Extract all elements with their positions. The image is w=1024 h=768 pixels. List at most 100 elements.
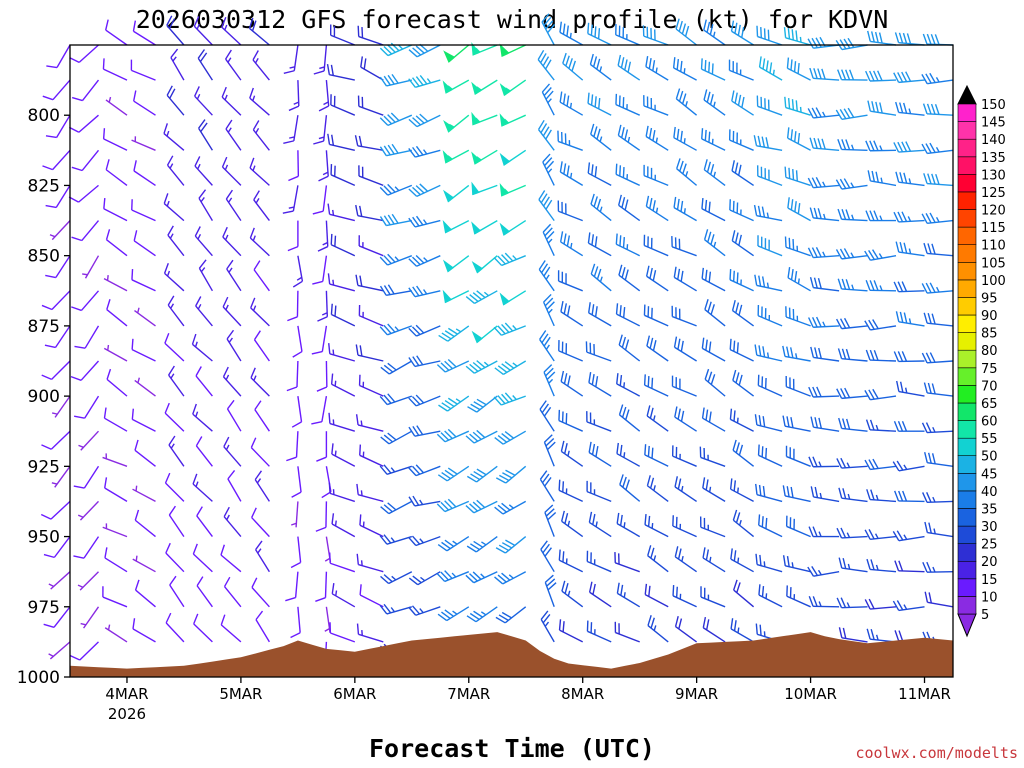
barb-half	[426, 78, 432, 84]
barb-half	[332, 279, 335, 286]
barb-shaft	[559, 559, 584, 573]
y-tick-label: 950	[28, 528, 60, 548]
wind-barb	[68, 184, 99, 203]
barb-full	[849, 69, 855, 81]
barb-half	[548, 378, 554, 384]
barb-shaft	[358, 175, 384, 187]
barb-full	[331, 443, 334, 455]
barb-full	[590, 193, 595, 205]
barb-full	[762, 58, 766, 70]
barb-shaft	[254, 409, 270, 432]
barb-full	[329, 622, 332, 634]
barb-shaft	[386, 395, 413, 406]
barb-shaft	[56, 114, 71, 138]
wind-barb	[253, 190, 270, 222]
barb-full	[472, 361, 482, 370]
wind-barb	[785, 445, 811, 467]
barb-half	[452, 610, 458, 615]
barb-half	[908, 178, 912, 184]
barb-half	[332, 419, 335, 425]
barb-full	[590, 482, 592, 494]
barb-shaft	[166, 94, 185, 116]
barb-full	[545, 90, 554, 100]
barb-full	[899, 172, 904, 183]
wind-barb	[671, 236, 697, 257]
barb-half	[932, 566, 936, 573]
barb-full	[540, 193, 548, 204]
barb-full	[899, 242, 904, 253]
barb-shaft	[102, 596, 128, 608]
wind-barb	[249, 157, 270, 186]
barb-full	[618, 623, 620, 635]
barb-half	[737, 627, 740, 633]
barb-full	[546, 441, 556, 451]
barb-shaft	[444, 571, 470, 583]
barb-full	[358, 374, 361, 386]
barb-full	[333, 25, 336, 37]
barb-half	[875, 424, 879, 431]
wind-barb	[787, 197, 811, 222]
barb-pennant	[499, 152, 511, 166]
barb-full	[379, 465, 388, 475]
barb-shaft	[322, 185, 328, 212]
barb-full	[679, 160, 684, 172]
wind-barb	[133, 230, 156, 257]
barb-full	[869, 140, 875, 151]
barb-full	[504, 392, 514, 402]
barb-full	[438, 404, 448, 412]
barb-full	[565, 203, 567, 215]
wind-barb	[540, 610, 555, 643]
barb-half	[360, 420, 363, 426]
barb-full	[787, 97, 791, 109]
barb-full	[786, 127, 790, 139]
barb-full	[761, 376, 764, 388]
barb-full	[331, 513, 335, 525]
barb-full	[705, 619, 710, 631]
barb-pennant	[499, 292, 510, 306]
barb-full	[562, 52, 567, 64]
barb-full	[106, 299, 111, 310]
barb-full	[326, 63, 331, 75]
barb-full	[735, 512, 741, 523]
wind-barb	[587, 22, 612, 46]
barb-half	[255, 127, 260, 134]
barb-full	[735, 372, 740, 384]
barb-shaft	[615, 562, 640, 573]
barb-shaft	[475, 606, 498, 623]
barb-shaft	[588, 312, 612, 327]
barb-full	[837, 69, 843, 80]
barb-shaft	[731, 240, 755, 257]
barb-full	[495, 547, 506, 554]
barb-full	[622, 237, 626, 248]
barb-full	[500, 45, 509, 54]
barb-shaft	[673, 206, 697, 222]
barb-full	[818, 417, 823, 429]
barb-half	[565, 488, 568, 494]
barb-half	[851, 284, 855, 291]
barb-half	[707, 524, 709, 531]
barb-full	[811, 177, 818, 188]
wind-barb	[442, 149, 470, 164]
barb-full	[73, 415, 85, 419]
barb-half	[227, 57, 232, 63]
barb-shaft	[841, 255, 868, 260]
barb-full	[327, 203, 331, 215]
barb-full	[412, 286, 420, 297]
barb-half	[875, 634, 879, 641]
wind-barb	[73, 536, 100, 559]
colorbar-label: 60	[981, 415, 998, 430]
barb-full	[761, 446, 764, 458]
barb-full	[71, 96, 83, 102]
barb-shaft	[558, 280, 583, 292]
barb-shaft	[675, 626, 698, 643]
barb-full	[741, 26, 745, 38]
barb-full	[40, 513, 52, 520]
wind-barb	[291, 466, 302, 498]
barb-shaft	[841, 637, 868, 643]
barb-full	[539, 400, 547, 410]
barb-shaft	[195, 305, 213, 327]
wind-barb	[836, 597, 868, 609]
barb-shaft	[225, 58, 242, 81]
barb-shaft	[757, 105, 783, 116]
wind-barb	[786, 127, 811, 151]
